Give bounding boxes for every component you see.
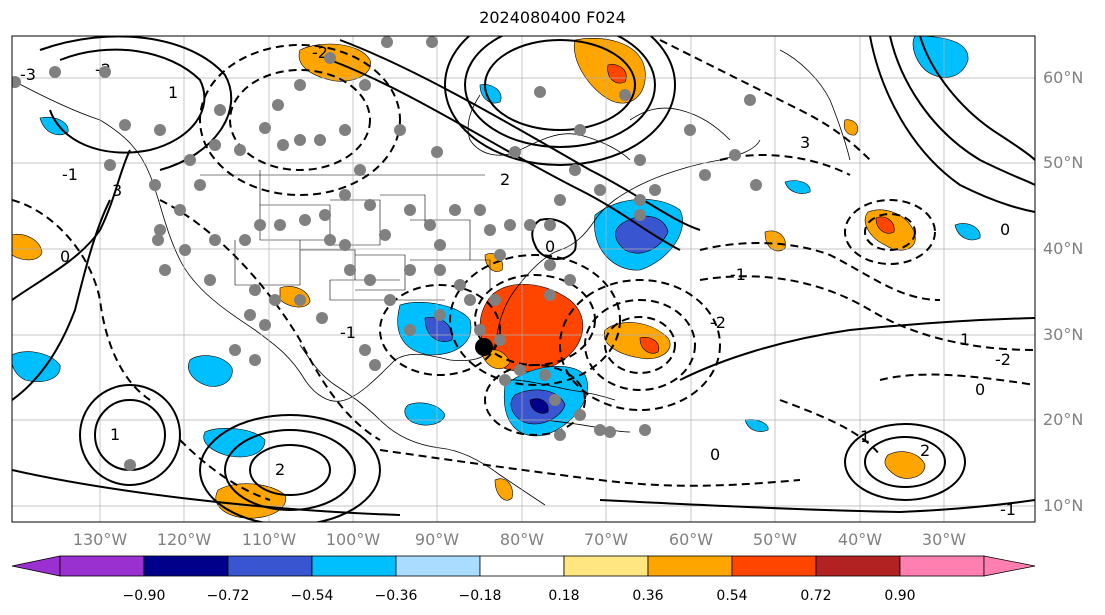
colorbar-under-arrow xyxy=(11,555,61,577)
contour-label: 1 xyxy=(860,427,870,446)
lon-label: 120°W xyxy=(156,530,212,549)
contour-label: 0 xyxy=(545,237,555,256)
lat-label: 40°N xyxy=(1043,239,1084,258)
colorbar xyxy=(11,555,1036,577)
storm-center-marker xyxy=(475,338,493,356)
colorbar-tick-label: −0.36 xyxy=(374,588,418,604)
colorbar-tick-label: −0.90 xyxy=(122,588,166,604)
colorbar-over-arrow xyxy=(983,555,1036,577)
lon-label: 130°W xyxy=(72,530,128,549)
colorbar-tick-label: −0.72 xyxy=(206,588,250,604)
contour-label: -2 xyxy=(312,43,328,62)
warm-anomaly-atlantic-30n-core xyxy=(639,337,660,354)
observation-stations xyxy=(12,36,762,471)
contour-label: 3 xyxy=(800,133,810,152)
warm-anomaly-atlantic-15n xyxy=(884,451,926,479)
cold-anomaly-pacific-25n xyxy=(12,351,61,382)
lon-label: 60°W xyxy=(668,530,714,549)
colorbar-tick-label: −0.18 xyxy=(458,588,502,604)
colorbar-tick-label: 0.36 xyxy=(632,588,664,604)
lat-label: 20°N xyxy=(1043,410,1084,429)
contour-label: -3 xyxy=(20,65,36,84)
lon-label: 40°W xyxy=(837,530,883,549)
cold-anomaly-pacific-20n xyxy=(188,355,233,387)
contour-label: 0 xyxy=(60,247,70,266)
lon-label: 70°W xyxy=(583,530,629,549)
contour-label: -1 xyxy=(340,323,356,342)
lon-label: 50°W xyxy=(752,530,798,549)
colorbar-tick-label: 0.54 xyxy=(716,588,748,604)
map-plot-area: -3 -2 -1 0 1 2 3 -2 -1 0 1 -1 -2 0 1 2 3… xyxy=(12,36,1035,522)
contour-label: 0 xyxy=(1000,220,1010,239)
contour-label: -2 xyxy=(995,350,1011,369)
lat-label: 10°N xyxy=(1043,496,1084,515)
cold-anomaly-atlantic-45n xyxy=(784,180,811,194)
colorbar-tick-label: 0.72 xyxy=(800,588,832,604)
contour-label: 1 xyxy=(168,83,178,102)
contour-label: 2 xyxy=(275,460,285,479)
lon-label: 80°W xyxy=(499,530,545,549)
map-title: 2024080400 F024 xyxy=(479,8,626,27)
warm-anomaly-caribbean xyxy=(494,478,513,501)
warm-anomaly-atlantic-40n-core xyxy=(875,216,895,234)
graticule xyxy=(12,36,1035,522)
solid-contours xyxy=(12,36,1035,522)
contour-label: 0 xyxy=(975,380,985,399)
map-frame xyxy=(11,35,1036,523)
cold-anomaly-greenland xyxy=(912,36,969,78)
contour-label: 1 xyxy=(110,425,120,444)
lon-label: 90°W xyxy=(414,530,460,549)
contour-labels: -3 -2 -1 0 1 2 3 -2 -1 0 1 -1 -2 0 1 2 3… xyxy=(20,43,1016,519)
contour-label: -1 xyxy=(1000,500,1016,519)
lat-label: 30°N xyxy=(1043,325,1084,344)
contour-label: 2 xyxy=(920,441,930,460)
contour-label: -1 xyxy=(730,265,746,284)
warm-anomaly-labrador xyxy=(843,119,859,136)
lat-label: 60°N xyxy=(1043,68,1084,87)
contour-label: -2 xyxy=(710,313,726,332)
colorbar-tick-label: 0.90 xyxy=(884,588,916,604)
colorbar-tick-label: 0.18 xyxy=(548,588,580,604)
contour-label: 0 xyxy=(710,445,720,464)
warm-anomaly-west-coast xyxy=(12,234,43,261)
contour-label: -1 xyxy=(62,165,78,184)
lon-label: 30°W xyxy=(921,530,967,549)
cold-anomaly-mexico xyxy=(404,402,446,426)
contour-label: 2 xyxy=(500,170,510,189)
cold-anomaly-atlantic-40n xyxy=(954,223,981,241)
cold-anomaly-cuba-deep xyxy=(529,398,549,414)
dashed-contours xyxy=(12,39,1035,501)
contour-label: 3 xyxy=(112,181,122,200)
lat-label: 50°N xyxy=(1043,153,1084,172)
lon-label: 110°W xyxy=(241,530,297,549)
contour-label: 1 xyxy=(960,330,970,349)
lon-label: 100°W xyxy=(325,530,381,549)
colorbar-tick-label: −0.54 xyxy=(290,588,334,604)
